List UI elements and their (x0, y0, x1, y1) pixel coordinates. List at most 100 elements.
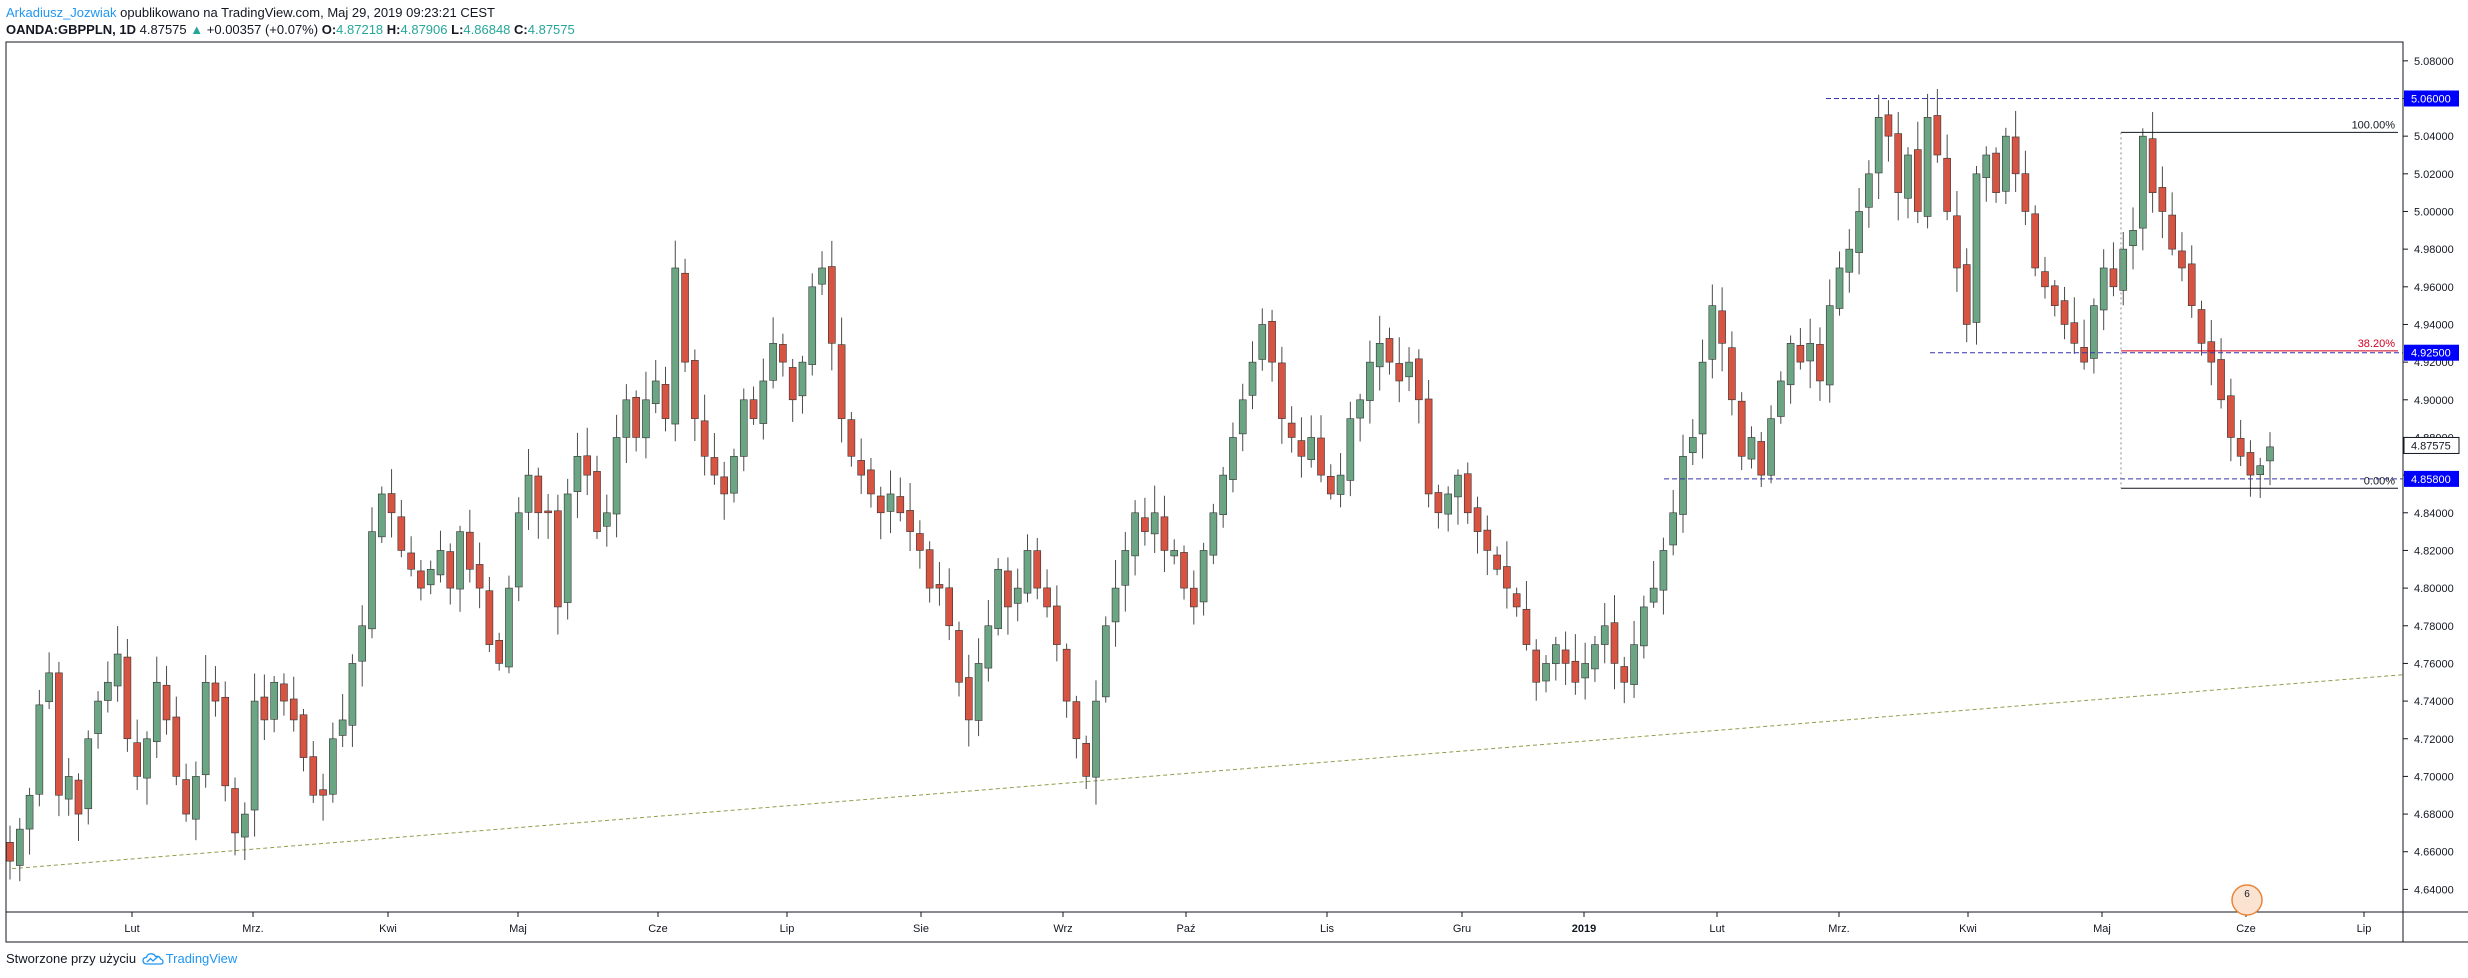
y-axis-label: 4.84000 (2414, 508, 2454, 520)
candle-body (74, 779, 83, 815)
candle-body (788, 367, 797, 401)
candle-body (45, 672, 53, 702)
candle-body (1816, 344, 1824, 382)
candle-body (955, 630, 963, 683)
candle-body (2119, 248, 2128, 291)
candle-body (818, 267, 826, 285)
candle-body (593, 471, 601, 532)
candle-body (2129, 230, 2137, 247)
close-value: 4.87575 (527, 22, 575, 37)
candle-body (1043, 587, 1051, 608)
candle-body (182, 779, 190, 815)
fib-level-label: 100.00% (2352, 119, 2396, 131)
candle-body (1209, 512, 1218, 556)
candle-body (211, 682, 220, 702)
time-axis-frame (5, 911, 2468, 943)
candle-body (1385, 338, 1394, 363)
candle-body (1326, 475, 1335, 495)
candle-body (906, 510, 914, 532)
candle-body (994, 568, 1002, 629)
candle-body (15, 828, 24, 866)
price-tag-label: 4.85800 (2411, 474, 2451, 486)
footer: Stworzone przy użyciu TradingView (6, 951, 237, 970)
candle-body (289, 698, 298, 721)
candle-body (1444, 493, 1452, 515)
candle-body (1688, 437, 1697, 454)
candle-body (1150, 512, 1159, 535)
candle-body (348, 663, 357, 726)
candle-body (1561, 649, 1570, 664)
candle-body (407, 552, 415, 570)
candle-body (466, 531, 474, 570)
fib-level-label: 0.00% (2364, 475, 2395, 487)
plot-frame (5, 41, 2404, 913)
candle-body (1884, 114, 1893, 137)
candle-body (1082, 742, 1090, 777)
candle-body (1865, 173, 1873, 208)
candle-body (1786, 342, 1795, 386)
candle-body (55, 672, 63, 796)
x-axis-label: Kwi (1959, 923, 1977, 935)
candle-body (1649, 587, 1658, 603)
candle-body (2099, 267, 2108, 311)
candle-body (1679, 455, 1687, 515)
candle-body (152, 681, 161, 743)
y-axis-label: 4.72000 (2414, 734, 2454, 746)
candle-body (1806, 342, 1814, 362)
candle-body (974, 663, 983, 721)
tradingview-brand-link[interactable]: TradingView (165, 951, 238, 966)
candle-body (1395, 363, 1404, 382)
candle-body (544, 510, 552, 514)
author-link[interactable]: Arkadiusz_Jozwiak (6, 5, 117, 20)
candle-body (64, 776, 73, 800)
x-axis-label: Sie (913, 923, 929, 935)
candle-body (1297, 440, 1306, 457)
candle-body (2050, 285, 2059, 306)
candle-body (651, 380, 660, 405)
candle-body (1053, 605, 1061, 645)
candle-body (857, 460, 865, 476)
candle-body (1532, 649, 1541, 683)
price-tag-label: 5.06000 (2411, 93, 2451, 105)
candle-body (1101, 625, 1110, 698)
candle-body (828, 266, 836, 344)
candle-body (1160, 516, 1169, 551)
events-badge-icon (2231, 884, 2263, 916)
candle-body (632, 396, 640, 438)
candle-body (6, 842, 14, 862)
candle-body (1219, 474, 1227, 516)
candle-body (1013, 587, 1022, 604)
published-text: opublikowano na TradingView.com, Maj 29,… (120, 5, 496, 20)
candle-body (691, 360, 699, 419)
candle-body (1581, 663, 1589, 679)
candle-body (1229, 437, 1237, 480)
candle-body (1904, 154, 1912, 199)
candle-body (642, 399, 650, 439)
candle-body (2002, 135, 2010, 192)
price-tag-label: 4.87575 (2411, 440, 2451, 452)
low-label: L: (451, 22, 464, 37)
candle-body (1366, 361, 1374, 401)
candle-body (1004, 570, 1012, 608)
candle-body (935, 584, 944, 589)
candle-body (1503, 566, 1511, 589)
y-axis-label: 4.78000 (2414, 621, 2454, 633)
candle-body (964, 677, 973, 721)
y-axis-label: 5.00000 (2414, 206, 2454, 218)
y-axis-label: 4.76000 (2414, 658, 2454, 670)
candle-body (172, 716, 181, 777)
x-axis-label: Lip (780, 923, 795, 935)
candles (6, 89, 2274, 882)
candle-body (387, 493, 396, 514)
candle-body (1845, 248, 1854, 273)
candle-body (739, 399, 748, 457)
candle-body (250, 700, 259, 811)
candle-body (945, 587, 954, 627)
candle-body (1992, 152, 2000, 193)
x-axis-label: Lut (124, 923, 139, 935)
y-axis-label: 4.90000 (2414, 395, 2454, 407)
candle-body (1199, 550, 1208, 603)
candle-body (1268, 320, 1276, 363)
x-axis-label: Lis (1320, 923, 1335, 935)
